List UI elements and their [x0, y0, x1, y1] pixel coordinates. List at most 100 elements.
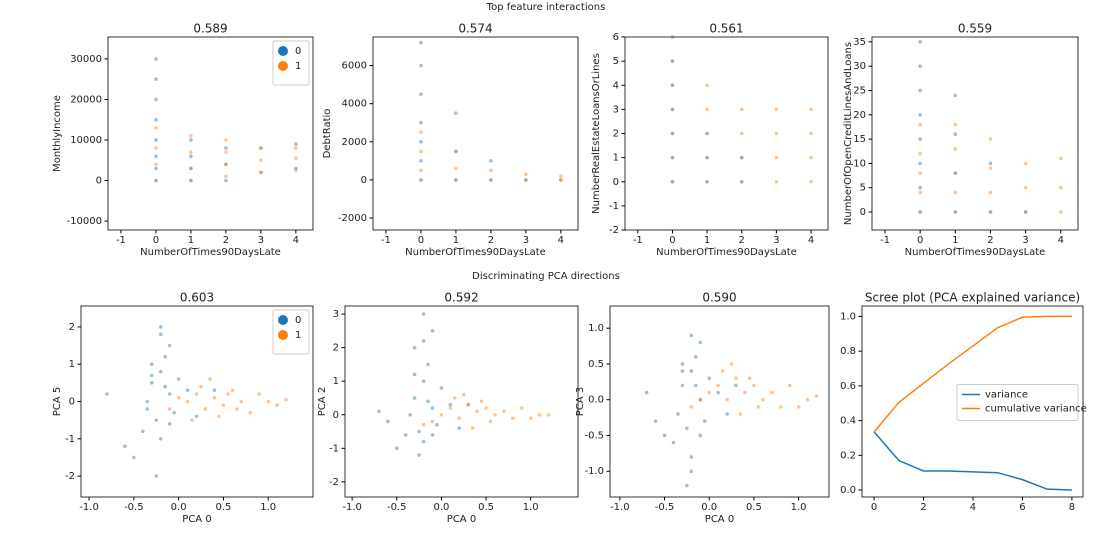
point — [493, 412, 497, 417]
y-tick-label: 0 — [860, 207, 866, 218]
x-tick-label: -0.5 — [124, 502, 144, 513]
x-axis-label: PCA 0 — [447, 514, 476, 525]
point — [208, 377, 212, 381]
point — [559, 178, 563, 182]
x-tick-label: 2 — [488, 235, 494, 246]
point — [559, 174, 563, 178]
point — [419, 178, 423, 182]
point — [739, 179, 744, 184]
point — [421, 339, 426, 343]
point — [725, 412, 729, 416]
point — [918, 122, 922, 127]
point — [809, 155, 813, 160]
x-tick-label: 3 — [1022, 235, 1028, 246]
point — [439, 412, 444, 417]
x-axis-label: NumberOfTimes90DaysLate — [405, 247, 546, 258]
point — [448, 402, 453, 407]
point — [439, 386, 444, 390]
point — [230, 388, 235, 393]
point — [1023, 210, 1028, 214]
point — [918, 40, 922, 44]
legend — [272, 40, 310, 86]
legend-label: cumulative variance — [985, 404, 1087, 415]
point — [158, 437, 163, 441]
x-tick-label: 3 — [258, 235, 264, 246]
x-tick-label: 1.0 — [791, 502, 807, 513]
point — [670, 155, 675, 160]
point — [705, 107, 709, 112]
y-tick-label: 0.5 — [588, 359, 604, 370]
point — [224, 178, 228, 183]
point — [953, 122, 958, 127]
point — [421, 423, 426, 427]
section-title: Top feature interactions — [486, 2, 606, 13]
point — [105, 392, 109, 396]
point — [988, 190, 993, 195]
x-tick-label: 0.5 — [746, 502, 762, 513]
point — [224, 174, 228, 179]
x-tick-label: -1.0 — [79, 502, 99, 513]
y-tick-label: 35 — [853, 37, 866, 48]
point — [747, 376, 752, 381]
point — [421, 439, 426, 444]
point — [259, 146, 263, 150]
point — [394, 446, 399, 451]
point — [953, 210, 958, 214]
y-tick-label: 1.0 — [588, 323, 604, 334]
point — [189, 150, 193, 154]
point — [167, 407, 172, 411]
point — [185, 388, 190, 393]
point — [479, 399, 484, 404]
point — [154, 162, 158, 167]
point — [430, 433, 435, 437]
point — [403, 433, 408, 437]
point — [154, 57, 158, 61]
point — [698, 340, 703, 345]
point — [489, 178, 493, 182]
x-tick-label: 4 — [293, 235, 299, 246]
point — [154, 178, 158, 183]
point — [670, 83, 675, 88]
point — [212, 395, 217, 400]
x-tick-label: 2 — [223, 235, 229, 246]
point — [259, 158, 263, 163]
y-tick-label: 6 — [613, 32, 619, 43]
point — [705, 179, 709, 184]
legend-label: 1 — [295, 61, 301, 72]
x-axis-label: NumberOfTimes90DaysLate — [905, 247, 1046, 258]
point — [705, 155, 709, 160]
y-tick-label: 0.8 — [840, 346, 856, 357]
y-tick-label: 20000 — [70, 94, 102, 105]
x-tick-label: 3 — [773, 235, 779, 246]
plot-area — [624, 36, 829, 231]
point — [809, 131, 813, 136]
x-tick-label: 0.5 — [215, 502, 231, 513]
chart-title: Scree plot (PCA explained variance) — [865, 291, 1080, 305]
point — [739, 179, 744, 184]
point — [685, 426, 689, 431]
y-tick-label: -10000 — [67, 216, 102, 227]
point — [809, 107, 813, 112]
y-tick-label: 5 — [613, 56, 619, 67]
point — [224, 138, 228, 142]
point — [154, 474, 159, 478]
point — [489, 178, 493, 182]
point — [918, 112, 922, 117]
point — [259, 170, 263, 175]
point — [457, 426, 462, 430]
point — [163, 354, 168, 359]
point — [676, 412, 680, 416]
point — [189, 138, 193, 142]
y-tick-label: 0 — [69, 397, 75, 408]
point — [419, 40, 423, 45]
point — [734, 383, 738, 388]
point — [953, 147, 958, 151]
point — [716, 390, 720, 395]
point — [203, 407, 208, 411]
point — [421, 379, 426, 383]
point — [426, 399, 430, 404]
chart-title: 0.603 — [180, 291, 214, 305]
point — [769, 390, 774, 395]
y-tick-label: 0.4 — [840, 416, 856, 427]
y-tick-label: 0.0 — [840, 485, 856, 496]
